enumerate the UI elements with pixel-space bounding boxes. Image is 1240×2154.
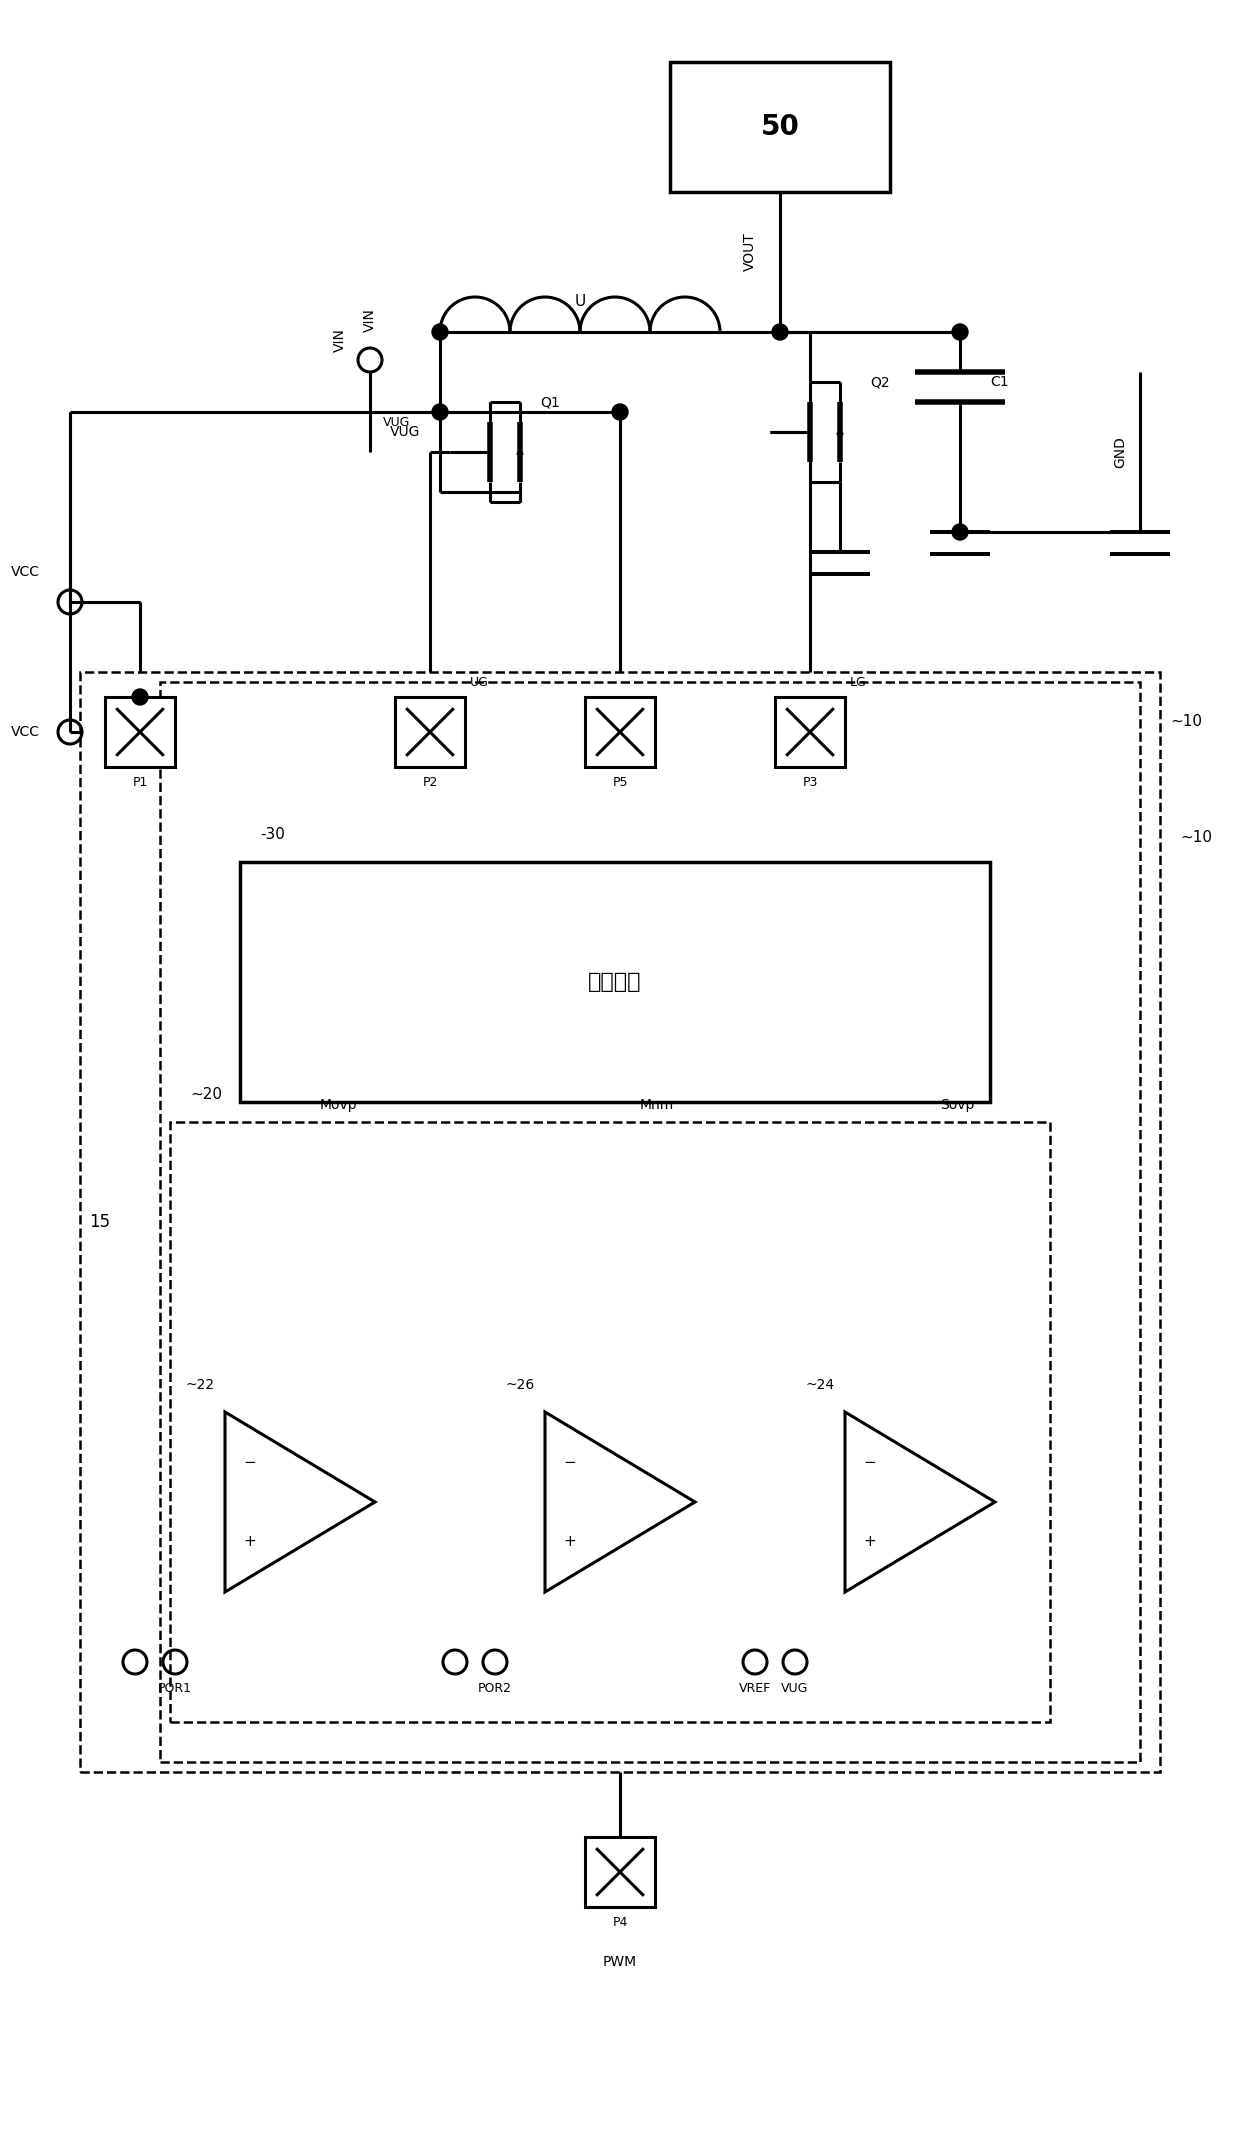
Bar <box>105 698 175 767</box>
Bar <box>670 62 890 192</box>
Text: PWM: PWM <box>603 1956 637 1969</box>
Bar <box>585 1837 655 1906</box>
Text: 控制单元: 控制单元 <box>588 971 642 993</box>
Bar <box>160 683 1140 1762</box>
Text: +: + <box>564 1534 577 1549</box>
Circle shape <box>432 405 448 420</box>
Text: P2: P2 <box>423 775 438 788</box>
Text: ~22: ~22 <box>186 1379 215 1391</box>
Text: Movp: Movp <box>320 1099 357 1111</box>
Text: P4: P4 <box>613 1915 627 1928</box>
Text: VIN: VIN <box>363 308 377 332</box>
Polygon shape <box>844 1413 994 1592</box>
Text: VUG: VUG <box>781 1682 808 1695</box>
Text: Mnm: Mnm <box>640 1099 675 1111</box>
Text: -30: -30 <box>260 827 285 842</box>
Text: VUG: VUG <box>389 424 420 439</box>
Circle shape <box>773 323 787 340</box>
Text: VREF: VREF <box>739 1682 771 1695</box>
Bar <box>396 698 465 767</box>
Text: 15: 15 <box>89 1213 110 1230</box>
Text: Q1: Q1 <box>541 394 560 409</box>
Text: ~20: ~20 <box>190 1088 222 1103</box>
Text: ~10: ~10 <box>1180 829 1211 844</box>
Bar <box>241 862 990 1103</box>
Text: −: − <box>243 1454 257 1469</box>
Text: U: U <box>574 295 585 310</box>
Bar <box>170 1122 1050 1721</box>
Circle shape <box>952 523 968 541</box>
Text: 50: 50 <box>760 112 800 140</box>
Circle shape <box>432 323 448 340</box>
Text: UG: UG <box>470 676 489 689</box>
Text: ~10: ~10 <box>1171 715 1202 730</box>
Polygon shape <box>224 1413 374 1592</box>
Text: VOUT: VOUT <box>743 233 756 271</box>
Text: POR1: POR1 <box>157 1682 192 1695</box>
Text: P1: P1 <box>133 775 148 788</box>
Circle shape <box>613 405 627 420</box>
Text: C1: C1 <box>990 375 1008 390</box>
Text: P3: P3 <box>802 775 817 788</box>
Text: POR2: POR2 <box>477 1682 512 1695</box>
Text: −: − <box>564 1454 577 1469</box>
Bar <box>81 672 1159 1773</box>
Circle shape <box>131 689 148 704</box>
Text: ~24: ~24 <box>806 1379 835 1391</box>
Polygon shape <box>546 1413 694 1592</box>
Text: VUG: VUG <box>383 416 410 429</box>
Bar <box>585 698 655 767</box>
Text: +: + <box>243 1534 257 1549</box>
Text: ~26: ~26 <box>506 1379 534 1391</box>
Text: LG: LG <box>849 676 867 689</box>
Text: VIN: VIN <box>334 327 347 351</box>
Text: GND: GND <box>1114 435 1127 467</box>
Text: −: − <box>863 1454 877 1469</box>
Text: VCC: VCC <box>11 726 40 739</box>
Bar <box>775 698 844 767</box>
Text: +: + <box>863 1534 877 1549</box>
Text: Sovp: Sovp <box>940 1099 975 1111</box>
Text: Q2: Q2 <box>870 375 890 390</box>
Text: VCC: VCC <box>11 564 40 579</box>
Circle shape <box>952 323 968 340</box>
Text: P5: P5 <box>613 775 627 788</box>
